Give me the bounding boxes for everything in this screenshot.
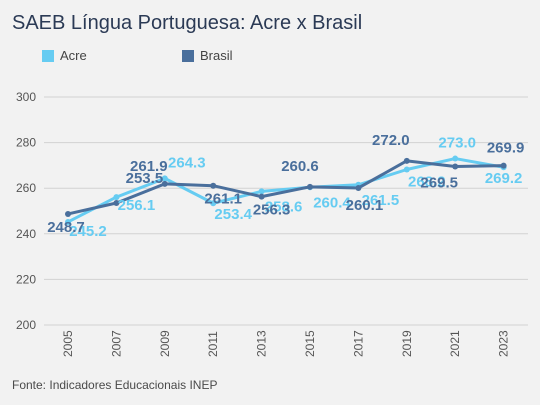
x-tick-label-2019: 2019 xyxy=(400,330,414,357)
chart-title: SAEB Língua Portuguesa: Acre x Brasil xyxy=(12,12,363,34)
legend-label-brasil: Brasil xyxy=(200,48,233,63)
data-label-acre-2011: 253.4 xyxy=(214,206,252,223)
y-tick-label-200: 200 xyxy=(16,318,36,332)
point-acre-2005 xyxy=(65,218,71,225)
series-line-brasil xyxy=(67,159,504,216)
legend-item-brasil: Brasil xyxy=(182,48,233,63)
y-tick-label-300: 300 xyxy=(16,90,36,104)
point-brasil-2013 xyxy=(258,193,265,200)
x-tick-label-2009: 2009 xyxy=(158,330,172,357)
data-label-brasil-2023: 269.9 xyxy=(487,140,525,157)
point-acre-2009 xyxy=(161,175,168,182)
legend-swatch-brasil xyxy=(182,49,194,62)
data-label-brasil-2011: 261.1 xyxy=(204,191,242,208)
data-label-acre-2015: 260.4 xyxy=(313,194,351,211)
y-tick-label-220: 220 xyxy=(16,272,36,286)
point-acre-2007 xyxy=(113,194,120,201)
x-tick-label-2013: 2013 xyxy=(255,330,269,357)
data-label-brasil-2017: 260.1 xyxy=(346,197,384,214)
data-label-acre-2007: 256.1 xyxy=(118,197,156,214)
point-brasil-2021 xyxy=(452,163,459,170)
y-tick-label-260: 260 xyxy=(16,181,36,195)
data-label-brasil-2019: 272.0 xyxy=(372,132,410,149)
point-brasil-2015 xyxy=(307,183,313,190)
data-label-brasil-2007: 253.5 xyxy=(126,170,164,187)
data-label-acre-2023: 269.2 xyxy=(485,170,523,187)
data-label-brasil-2015: 260.6 xyxy=(281,158,319,175)
x-tick-label-2021: 2021 xyxy=(448,330,462,357)
point-brasil-2011 xyxy=(210,182,217,189)
legend-label-acre: Acre xyxy=(60,48,87,63)
data-label-brasil-2009: 261.9 xyxy=(130,158,168,175)
legend-item-acre: Acre xyxy=(42,48,87,63)
data-label-acre-2017: 261.5 xyxy=(362,192,400,209)
x-tick-label-2007: 2007 xyxy=(109,330,123,357)
x-tick-label-2005: 2005 xyxy=(61,330,75,357)
point-acre-2011 xyxy=(210,200,217,207)
point-brasil-2023 xyxy=(500,162,507,169)
x-tick-label-2023: 2023 xyxy=(497,330,511,357)
data-label-brasil-2021: 269.5 xyxy=(420,175,458,192)
data-label-acre-2019: 268.2 xyxy=(408,174,446,191)
data-label-acre-2021: 273.0 xyxy=(438,135,476,152)
data-label-brasil-2005: 248.7 xyxy=(47,219,85,236)
point-brasil-2007 xyxy=(113,200,120,207)
point-brasil-2017 xyxy=(355,184,362,191)
legend-swatch-acre xyxy=(42,49,54,62)
x-tick-label-2015: 2015 xyxy=(303,330,317,357)
point-brasil-2019 xyxy=(403,157,410,164)
point-acre-2021 xyxy=(452,155,459,162)
point-acre-2013 xyxy=(258,188,265,195)
data-label-acre-2009: 264.3 xyxy=(168,154,206,171)
x-tick-label-2017: 2017 xyxy=(351,330,365,357)
point-brasil-2005 xyxy=(65,210,71,217)
y-tick-label-280: 280 xyxy=(16,136,36,150)
data-label-brasil-2013: 256.3 xyxy=(253,202,291,219)
data-label-acre-2005: 245.2 xyxy=(69,223,107,240)
point-brasil-2009 xyxy=(161,180,168,187)
point-acre-2019 xyxy=(403,166,410,173)
data-label-acre-2013: 258.6 xyxy=(265,198,303,215)
y-tick-label-240: 240 xyxy=(16,227,36,241)
source-note: Fonte: Indicadores Educacionais INEP xyxy=(12,378,218,392)
x-tick-label-2011: 2011 xyxy=(206,331,220,357)
